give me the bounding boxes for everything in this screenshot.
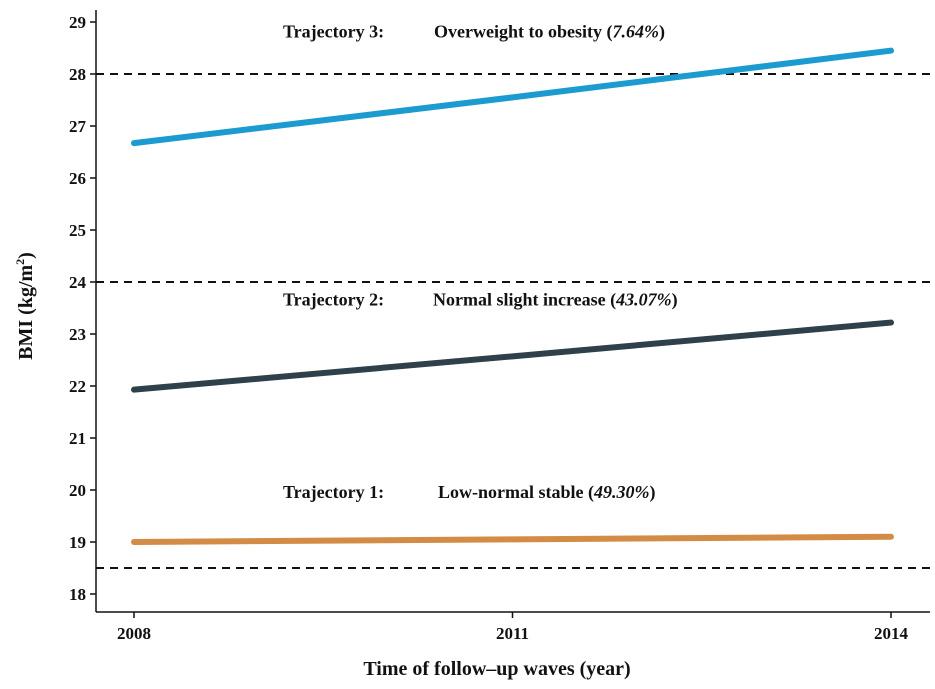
trajectory-3-desc-text: Overweight to obesity ( <box>434 22 612 43</box>
y-tick-label: 20 <box>69 481 86 500</box>
y-tick-label: 18 <box>69 585 86 604</box>
trajectory-3-label: Trajectory 3: <box>283 22 384 42</box>
x-tick-label: 2008 <box>117 624 151 643</box>
x-axis-title: Time of follow–up waves (year) <box>363 658 630 680</box>
series-line-trajectory-1 <box>131 533 894 545</box>
y-axis-title-main: BMI (kg/m <box>15 264 37 359</box>
trajectory-2-description: Normal slight increase (43.07%) <box>433 289 678 310</box>
y-tick-label: 19 <box>69 533 86 552</box>
y-axis-title-superscript: 2 <box>13 259 27 265</box>
trajectory-3-close-paren: ) <box>659 22 665 43</box>
y-tick-label: 22 <box>69 377 86 396</box>
trajectory-1-label: Trajectory 1: <box>283 482 384 502</box>
y-tick-label: 21 <box>69 429 86 448</box>
x-tick-label: 2014 <box>874 624 909 643</box>
trajectory-2-label: Trajectory 2: <box>283 289 384 309</box>
y-tick-label: 28 <box>69 65 86 84</box>
trajectory-annotations: Trajectory 1: Low-normal stable (49.30%) T… <box>283 22 678 503</box>
trajectory-3-percent: 7.64% <box>612 22 659 42</box>
trajectory-2-desc-text: Normal slight increase ( <box>433 289 616 310</box>
y-tick-label: 24 <box>69 273 87 292</box>
trajectory-2-close-paren: ) <box>672 289 678 310</box>
trajectory-3-description: Overweight to obesity (7.64%) <box>434 22 665 43</box>
y-axis-title-close: ) <box>15 252 37 259</box>
y-tick-label: 29 <box>69 13 86 32</box>
y-tick-label: 25 <box>69 221 86 240</box>
x-tick-label: 2011 <box>496 624 529 643</box>
y-axis-title: BMI (kg/m2) <box>13 252 37 360</box>
y-tick-label: 23 <box>69 325 86 344</box>
trajectory-1-description: Low-normal stable (49.30%) <box>438 482 656 503</box>
series-line-trajectory-3 <box>131 47 894 147</box>
y-tick-label: 27 <box>69 117 87 136</box>
trajectory-1-percent: 49.30% <box>593 482 650 502</box>
series-lines <box>131 47 894 545</box>
trajectory-2-percent: 43.07% <box>615 289 672 309</box>
series-line-trajectory-2 <box>131 319 894 393</box>
y-axis-ticks: 18 19 20 21 22 23 24 25 26 27 28 29 <box>69 13 96 604</box>
trajectory-1-desc-text: Low-normal stable ( <box>438 482 594 503</box>
y-tick-label: 26 <box>69 169 86 188</box>
x-axis-ticks: 2008 2011 2014 <box>117 612 909 643</box>
trajectory-1-close-paren: ) <box>650 482 656 503</box>
